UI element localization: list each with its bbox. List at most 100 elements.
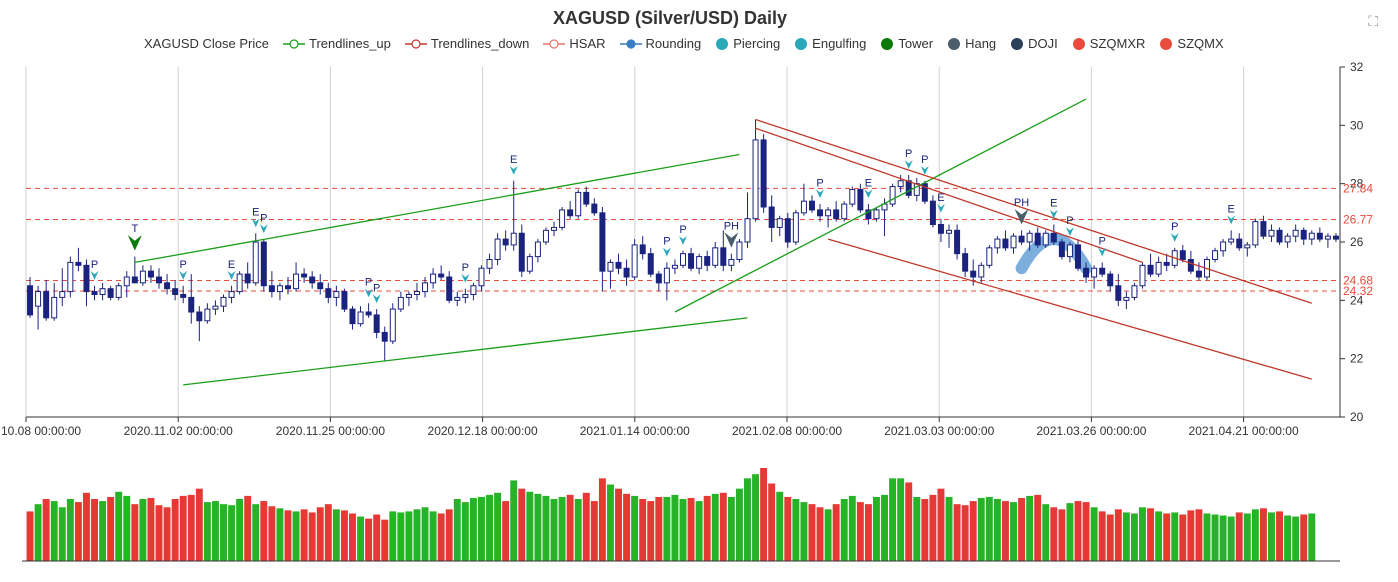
candle-body	[228, 291, 235, 298]
fullscreen-icon[interactable]: ⛶	[1368, 14, 1378, 30]
candle-body	[1042, 232, 1049, 246]
volume-bar	[66, 499, 74, 561]
volume-bars	[26, 468, 1316, 561]
legend-item[interactable]: Rounding	[619, 36, 702, 51]
legend-item[interactable]: SZQMXR	[1072, 36, 1145, 51]
legend-item[interactable]: SZQMX	[1159, 36, 1224, 51]
pattern-marker-p: P	[679, 224, 687, 245]
legend-label: XAGUSD Close Price	[144, 36, 269, 51]
candle	[1300, 227, 1307, 245]
candle-body	[268, 285, 275, 293]
volume-bar	[711, 493, 719, 561]
marker-label: P	[91, 259, 98, 271]
volume-bar	[494, 492, 502, 561]
legend-label: Trendlines_up	[308, 36, 391, 51]
volume-bar	[260, 501, 268, 561]
candle	[946, 224, 953, 248]
candle-body	[946, 229, 953, 234]
marker-label: P	[260, 212, 267, 224]
legend-label: Rounding	[645, 36, 702, 51]
legend-item[interactable]: DOJI	[1010, 36, 1058, 51]
legend-item[interactable]: Trendlines_up	[282, 36, 391, 51]
candle-body	[446, 276, 453, 301]
volume-bar	[647, 501, 655, 561]
candle	[994, 236, 1001, 254]
candle	[833, 201, 840, 222]
trendline-up	[183, 317, 748, 386]
candle	[1284, 233, 1291, 248]
candle	[567, 201, 574, 219]
volume-bar	[792, 499, 800, 561]
candle	[921, 180, 928, 205]
candle	[139, 265, 146, 286]
candle-body	[518, 232, 525, 272]
legend-item[interactable]: XAGUSD Close Price	[140, 36, 269, 51]
candle	[349, 306, 356, 330]
candle-body	[365, 311, 372, 316]
candle-body	[607, 261, 614, 272]
candle	[317, 274, 324, 295]
volume-bar	[808, 504, 816, 561]
candle	[1002, 230, 1009, 251]
x-tick-label: 2021.01.14 00:00:00	[580, 424, 690, 438]
candle-body	[1236, 238, 1243, 249]
candle	[575, 189, 582, 219]
candle-body	[75, 261, 82, 266]
legend-label: Hang	[965, 36, 997, 51]
volume-bar	[1058, 509, 1066, 561]
marker-arrow	[90, 270, 99, 280]
candle-body	[123, 276, 130, 287]
candle-body	[212, 305, 219, 310]
volume-bar	[268, 506, 276, 561]
volume-bar	[365, 518, 373, 561]
legend-label: SZQMX	[1177, 36, 1224, 51]
candle	[301, 268, 308, 283]
volume-bar	[461, 502, 469, 561]
candle	[534, 239, 541, 263]
volume-bar	[349, 513, 356, 561]
candle-body	[349, 308, 356, 325]
candle-body	[744, 218, 751, 243]
volume-bar	[187, 494, 195, 561]
volume-bar	[1114, 509, 1122, 561]
candle	[172, 279, 179, 301]
legend-swatch	[1160, 37, 1173, 50]
candle-body	[1083, 267, 1090, 278]
legend-item[interactable]: Hang	[947, 36, 996, 51]
candle-body	[1316, 232, 1323, 240]
candle	[1212, 247, 1219, 263]
candle-body	[1131, 285, 1138, 298]
legend-item[interactable]: Piercing	[715, 36, 780, 51]
candle-body	[147, 270, 154, 278]
legend-item[interactable]: Tower	[880, 36, 933, 51]
marker-arrow	[920, 165, 929, 175]
volume-bar	[606, 484, 614, 561]
candle-body	[583, 191, 590, 205]
candle	[1308, 230, 1315, 245]
candle	[849, 186, 856, 207]
volume-bar	[373, 514, 381, 561]
candle	[164, 274, 171, 295]
trendline-down	[827, 238, 1312, 380]
candle	[663, 262, 670, 301]
candle	[51, 282, 58, 321]
candle	[639, 236, 646, 260]
candle	[228, 285, 235, 304]
candle-body	[1179, 250, 1186, 260]
candle	[800, 183, 807, 216]
candle-body	[510, 232, 517, 246]
candle-body	[1308, 232, 1315, 240]
volume-bar	[1276, 511, 1284, 561]
volume-bar	[873, 496, 880, 561]
candle	[954, 224, 961, 260]
candle-body	[405, 294, 412, 298]
volume-bar	[719, 492, 727, 561]
legend-item[interactable]: Engulfing	[794, 36, 866, 51]
legend-item[interactable]: HSAR	[543, 36, 606, 51]
candle	[59, 268, 66, 307]
volume-bar	[905, 482, 913, 561]
legend-item[interactable]: Trendlines_down	[404, 36, 529, 51]
candle	[1018, 230, 1025, 245]
candle-body	[1244, 244, 1251, 249]
candle	[1131, 282, 1138, 301]
